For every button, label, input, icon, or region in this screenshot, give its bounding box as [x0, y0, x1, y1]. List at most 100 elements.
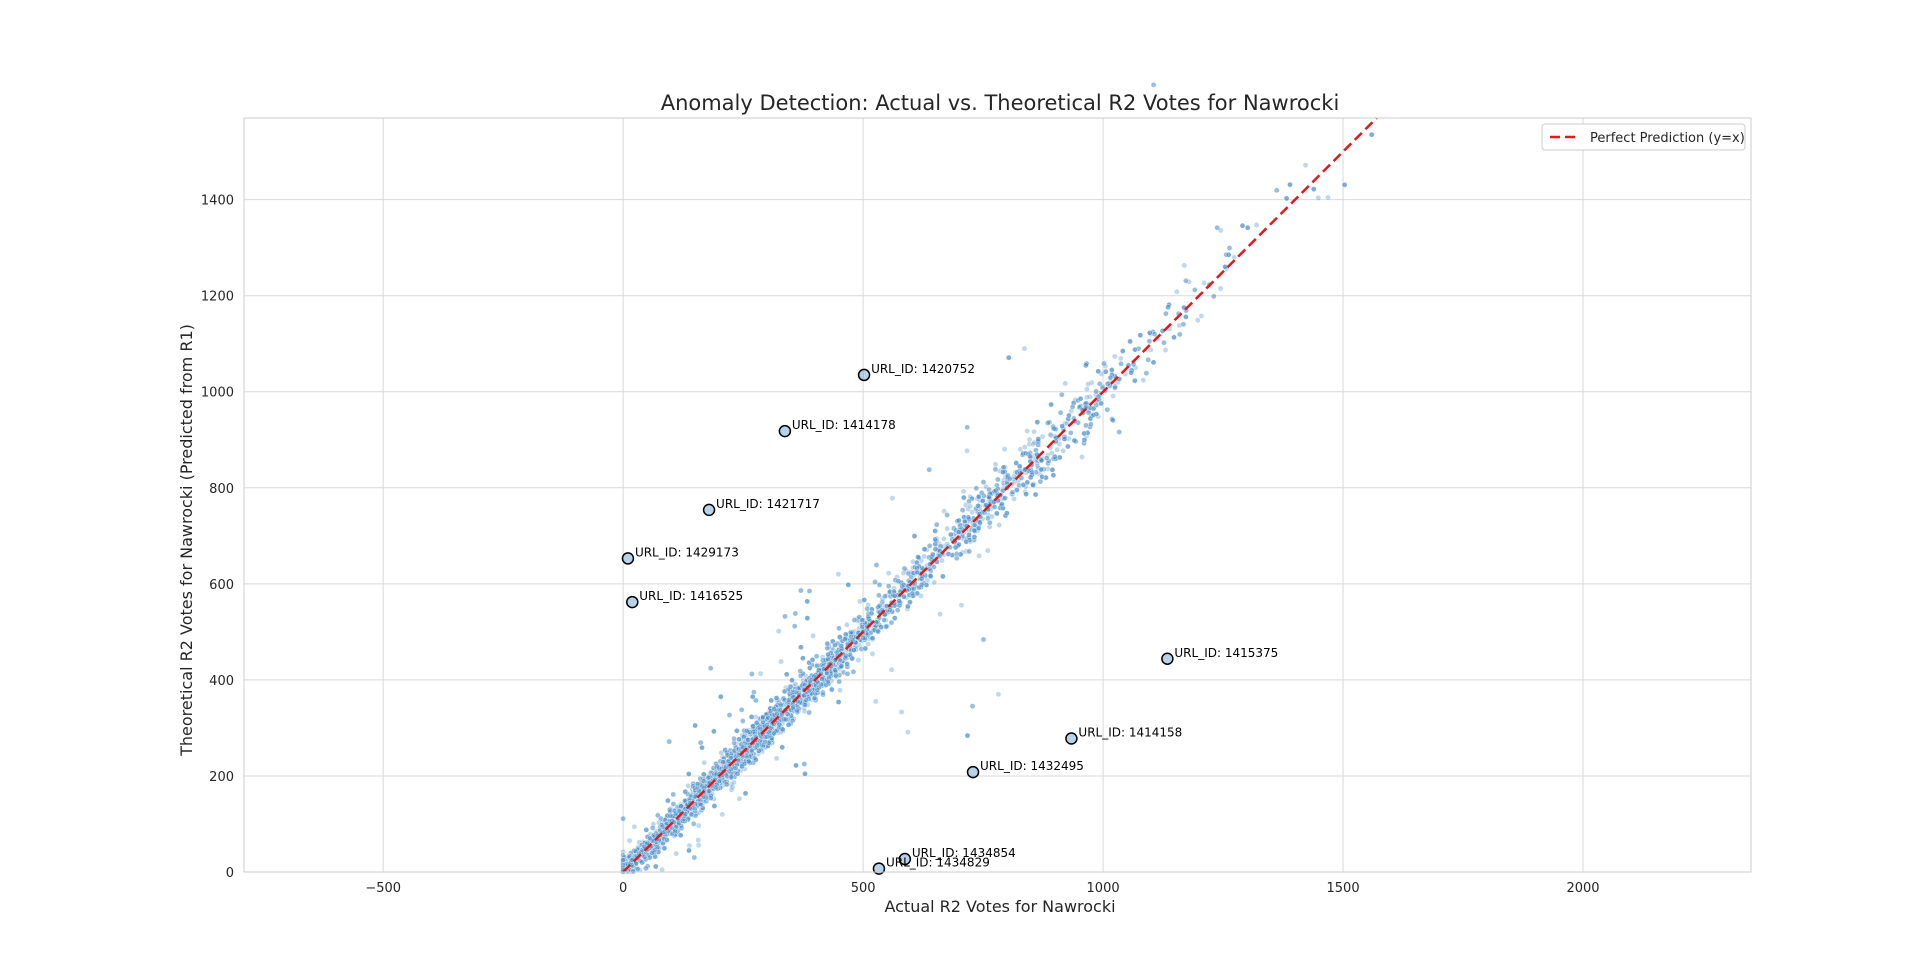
data-point [1068, 430, 1074, 436]
data-point [631, 824, 638, 830]
data-point [869, 651, 876, 657]
data-point [905, 603, 911, 610]
data-point [749, 747, 755, 754]
data-point [1000, 469, 1006, 475]
data-point [1104, 406, 1111, 413]
data-point [876, 592, 882, 599]
data-point [695, 822, 702, 829]
data-point [789, 677, 795, 683]
data-point [718, 693, 724, 700]
data-point [768, 697, 774, 704]
data-point [1174, 289, 1180, 295]
data-point [678, 803, 684, 809]
data-point [1084, 386, 1090, 392]
data-point [987, 519, 993, 526]
data-point [901, 593, 907, 600]
data-point [673, 850, 679, 857]
data-point [1044, 455, 1050, 461]
data-point [835, 571, 842, 577]
data-point [905, 729, 911, 735]
data-point [1061, 436, 1068, 442]
data-point [1035, 436, 1042, 442]
data-point [1163, 310, 1169, 317]
data-point [889, 495, 896, 501]
data-point [1021, 345, 1028, 352]
data-point [926, 466, 932, 473]
data-point [1083, 422, 1089, 429]
data-point [800, 655, 806, 661]
data-point [995, 691, 1002, 698]
data-point [992, 461, 999, 468]
data-point [979, 516, 986, 522]
data-point [699, 744, 705, 751]
data-point [801, 761, 808, 767]
data-point [643, 827, 650, 833]
data-point [900, 582, 907, 588]
data-point [835, 699, 842, 705]
data-point [959, 507, 966, 513]
data-point [964, 448, 970, 454]
data-point [1118, 361, 1124, 367]
data-point [1095, 368, 1101, 375]
data-point [891, 585, 897, 591]
data-point [1085, 409, 1092, 416]
data-point [1027, 474, 1034, 481]
data-point [1198, 313, 1205, 319]
data-point [775, 628, 782, 634]
data-point [711, 728, 717, 735]
data-point [804, 598, 810, 605]
data-point [1031, 428, 1037, 435]
data-point [798, 587, 804, 594]
data-point [898, 709, 905, 715]
data-point [688, 811, 695, 818]
data-point [1101, 360, 1107, 367]
data-point [961, 494, 967, 501]
data-point [1093, 388, 1099, 395]
data-point [1115, 379, 1121, 385]
data-point [932, 541, 939, 547]
data-point [1023, 491, 1029, 497]
data-point [882, 593, 888, 599]
data-point [1176, 322, 1183, 329]
data-point [1049, 450, 1055, 456]
data-point [719, 811, 726, 818]
data-point [1001, 482, 1007, 489]
chart-title: Anomaly Detection: Actual vs. Theoretica… [661, 91, 1340, 115]
data-point [620, 815, 626, 822]
data-point [1253, 222, 1260, 228]
data-point [778, 658, 784, 665]
data-point [836, 625, 842, 632]
data-point [976, 493, 982, 500]
data-point [838, 643, 844, 649]
data-point [802, 771, 808, 777]
data-point [923, 582, 930, 588]
data-point [1069, 404, 1076, 410]
data-point [971, 527, 978, 534]
data-point [980, 636, 987, 643]
data-point [1302, 162, 1309, 168]
data-point [701, 759, 708, 766]
data-point [883, 623, 889, 630]
data-point [1084, 394, 1090, 401]
data-point [1045, 420, 1051, 426]
data-point [857, 598, 863, 605]
data-point [1083, 362, 1089, 369]
data-point [1132, 377, 1138, 384]
data-point [966, 532, 972, 538]
data-point [797, 668, 804, 674]
data-point [1211, 293, 1217, 300]
data-point [782, 613, 788, 620]
data-point [1011, 496, 1017, 502]
data-point [1085, 381, 1091, 387]
data-point [1049, 467, 1056, 473]
data-point [991, 504, 998, 510]
data-point [1127, 338, 1133, 345]
data-point [697, 739, 704, 746]
data-point [1145, 357, 1151, 363]
data-point [1183, 314, 1189, 320]
data-point [641, 854, 648, 860]
data-point [948, 531, 954, 538]
data-point [1048, 401, 1054, 408]
data-point [779, 744, 785, 751]
data-point [885, 583, 892, 589]
